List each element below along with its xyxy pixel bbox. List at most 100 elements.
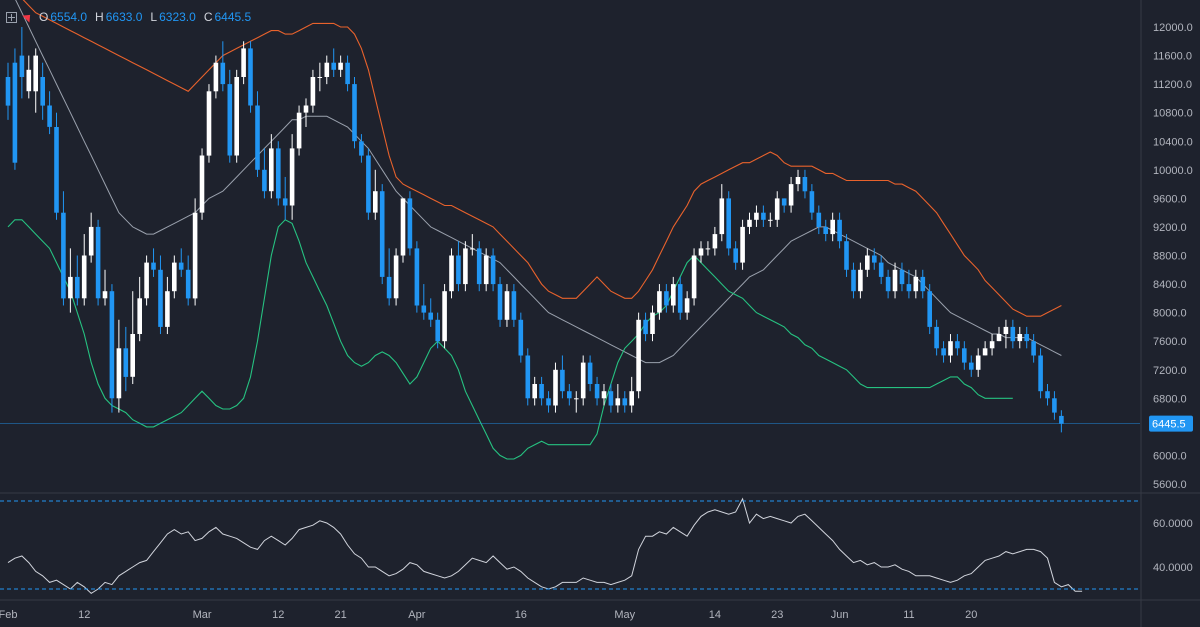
candle-body: [407, 198, 413, 249]
candle-body: [1059, 415, 1064, 424]
open-value: 6554.0: [50, 10, 88, 24]
candle-body: [650, 312, 655, 334]
candle-body: [878, 262, 884, 277]
candle-body: [234, 77, 239, 156]
candle-body: [19, 55, 25, 77]
candle-body: [12, 62, 18, 163]
candle-body: [684, 298, 690, 313]
candle-body: [948, 341, 953, 356]
expand-icon[interactable]: [6, 11, 17, 23]
candle-body: [802, 177, 808, 192]
low-value: 6323.0: [159, 10, 196, 24]
candle-body: [1045, 391, 1050, 399]
bollinger-lower-line: [7, 219, 1013, 460]
date-tick-label: Mar: [193, 609, 212, 621]
date-tick-label: 16: [515, 609, 527, 621]
candle-body: [865, 255, 870, 270]
candle-body: [698, 248, 704, 256]
candle-body: [366, 155, 371, 213]
date-tick-label: 12: [78, 609, 90, 621]
price-tick-label: 11600.0: [1153, 51, 1192, 63]
date-tick-label: Feb: [0, 609, 17, 621]
price-pane: [5, 0, 1064, 460]
price-tick-label: 10400.0: [1153, 136, 1193, 148]
candle-body: [269, 148, 274, 192]
candle-body: [470, 248, 475, 250]
high-value: 6633.0: [105, 10, 143, 24]
candle-body: [962, 348, 967, 363]
candle-body: [913, 276, 919, 292]
candle-body: [75, 276, 80, 299]
candle-body: [352, 84, 357, 142]
candle-body: [379, 191, 385, 277]
candle-body: [574, 398, 579, 400]
candle-body: [636, 319, 641, 392]
candle-body: [463, 248, 468, 285]
candle-body: [740, 226, 745, 263]
open-label: O: [39, 10, 49, 24]
candle-body: [608, 391, 614, 406]
rsi-tick-label: 40.0000: [1153, 562, 1193, 574]
candle-body: [192, 212, 198, 299]
candle-body: [248, 48, 253, 106]
candle-body: [809, 191, 815, 213]
candle-body: [282, 198, 288, 206]
candle-body: [490, 255, 496, 285]
candle-body: [733, 248, 738, 263]
candle-body: [934, 326, 939, 349]
rsi-tick-label: 60.0000: [1153, 518, 1193, 530]
candle-body: [1052, 398, 1057, 413]
candle-body: [872, 255, 877, 263]
candle-body: [206, 91, 212, 156]
candle-body: [345, 62, 350, 85]
ohlc-legend: O 6554.0 H 6633.0 L 6323.0 C 6445.5: [6, 10, 251, 24]
price-tick-label: 10800.0: [1153, 108, 1193, 120]
candle-body: [532, 384, 537, 399]
price-tick-label: 6000.0: [1153, 450, 1187, 462]
candle-body: [906, 284, 912, 292]
candle-body: [892, 269, 898, 292]
candle-body: [567, 391, 572, 399]
candle-body: [1024, 334, 1029, 342]
close-value: 6445.5: [214, 10, 252, 24]
candle-body: [587, 362, 593, 384]
price-tick-label: 9200.0: [1153, 222, 1187, 234]
price-tick-label: 8000.0: [1153, 308, 1187, 320]
candle-body: [560, 369, 565, 392]
candle-body: [788, 184, 794, 206]
candle-body: [442, 291, 447, 342]
candle-body: [511, 291, 517, 320]
candle-body: [975, 355, 981, 370]
price-tick-label: 11200.0: [1153, 79, 1192, 91]
candle-body: [95, 226, 101, 299]
candle-body: [518, 319, 524, 356]
candle-body: [594, 384, 600, 399]
candle-body: [747, 219, 752, 227]
close-label: C: [203, 10, 213, 24]
candle-body: [386, 276, 392, 299]
candle-body: [428, 312, 433, 320]
price-tick-label: 7600.0: [1153, 336, 1187, 348]
date-tick-label: 14: [709, 609, 721, 621]
candle-body: [303, 105, 309, 113]
candle-body: [1017, 334, 1023, 342]
candle-body: [816, 212, 822, 227]
candle-body: [768, 219, 773, 221]
candle-body: [123, 348, 129, 377]
candle-body: [338, 62, 343, 70]
symbol-flag-icon: [22, 11, 34, 23]
candle-body: [795, 177, 801, 185]
candle-body: [421, 305, 427, 313]
candle-body: [546, 398, 551, 406]
date-tick-label: Apr: [408, 609, 425, 621]
candle-body: [324, 62, 330, 77]
candle-body: [296, 112, 302, 149]
date-tick-label: May: [614, 609, 635, 621]
candle-body: [414, 248, 420, 306]
candle-body: [116, 348, 122, 399]
price-tick-label: 7200.0: [1153, 365, 1187, 377]
candle-body: [483, 255, 489, 285]
candle-body: [199, 155, 205, 213]
